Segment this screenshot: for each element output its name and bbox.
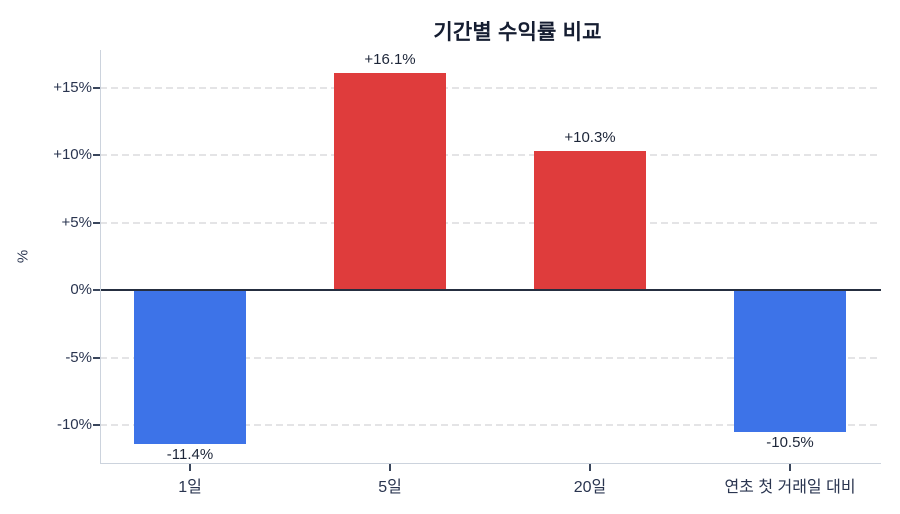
- x-axis-tick-mark: [589, 464, 591, 471]
- y-axis-tick-mark: [93, 86, 100, 89]
- y-axis-tick-mark: [93, 154, 100, 156]
- zero-baseline: [100, 289, 881, 291]
- y-tick-label: 0%: [70, 281, 92, 298]
- bar: [334, 72, 446, 289]
- gridline: [100, 356, 881, 359]
- x-tick-label: 5일: [378, 479, 402, 496]
- bar-value-label: -11.4%: [166, 445, 214, 463]
- chart-title: 기간별 수익률 비교: [433, 21, 602, 44]
- x-tick-label: 1일: [178, 479, 202, 496]
- bar-value-label: +16.1%: [364, 50, 416, 68]
- x-axis-tick-mark: [789, 464, 791, 471]
- bar: [134, 291, 246, 444]
- gridline: [100, 86, 881, 89]
- bar-value-label: -10.5%: [766, 433, 814, 451]
- y-axis-tick-mark: [93, 424, 100, 426]
- bar-value-label: +10.3%: [564, 128, 616, 146]
- gridline: [100, 221, 881, 224]
- y-tick-label: -10%: [56, 416, 92, 433]
- y-tick-label: +15%: [53, 78, 92, 96]
- y-axis-tick-mark: [93, 356, 100, 359]
- x-axis-tick-mark: [389, 464, 391, 471]
- gridline: [100, 424, 881, 426]
- y-tick-label: -5%: [65, 348, 92, 366]
- y-axis-tick-mark: [93, 289, 100, 291]
- y-axis-line: [100, 50, 101, 463]
- y-axis-tick-mark: [93, 221, 100, 224]
- x-axis-line: [100, 463, 881, 464]
- bar: [534, 150, 646, 289]
- bar: [734, 291, 846, 432]
- x-axis-tick-mark: [189, 464, 191, 471]
- gridline: [100, 154, 881, 156]
- x-tick-label: 20일: [573, 479, 607, 496]
- y-tick-label: +10%: [53, 146, 92, 163]
- y-tick-label: +5%: [61, 213, 92, 231]
- x-tick-label: 연초 첫 거래일 대비: [724, 479, 856, 496]
